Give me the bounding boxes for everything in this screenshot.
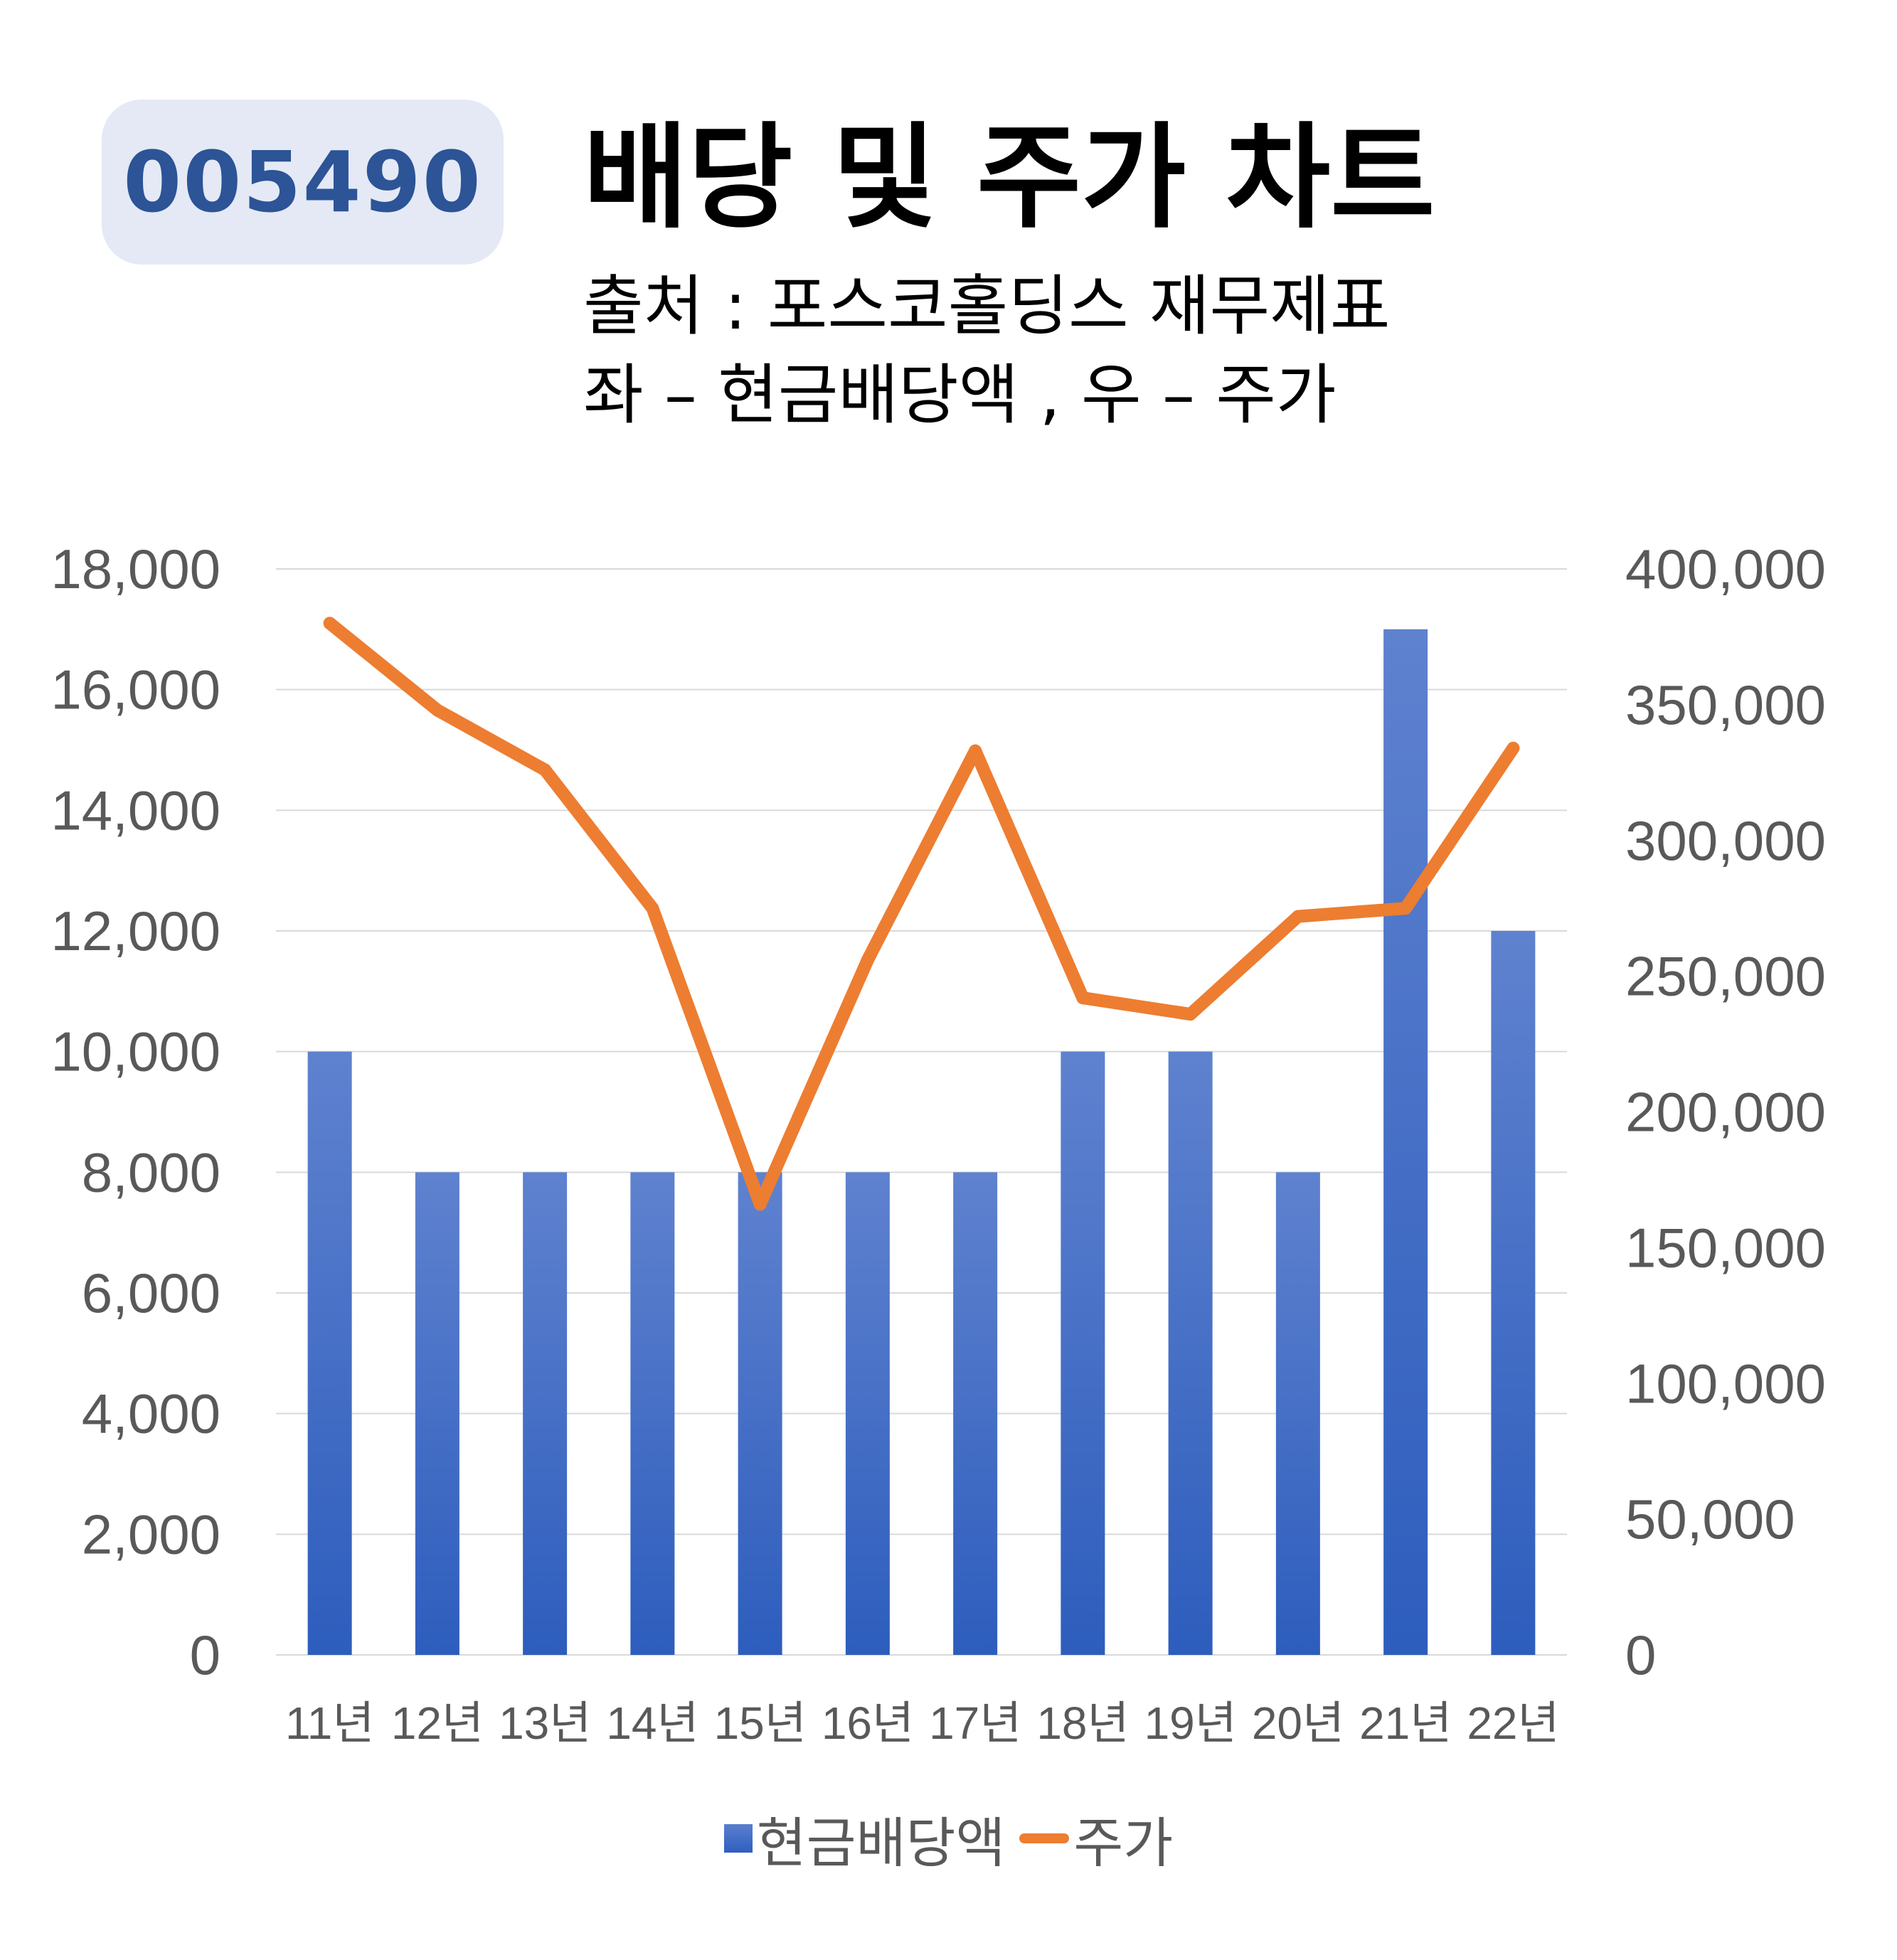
price-point-22년 (1507, 741, 1520, 755)
price-point-12년 (430, 703, 444, 717)
y-left-tick-label: 4,000 (82, 1383, 220, 1445)
price-point-17년 (969, 744, 982, 757)
grid-lines (276, 568, 1567, 1656)
legend-bar-swatch (723, 1824, 753, 1853)
y-right-tick-label: 400,000 (1625, 538, 1826, 600)
y-right-tick-label: 50,000 (1625, 1488, 1795, 1550)
price-point-18년 (1076, 991, 1090, 1005)
legend-label-dividend: 현금배당액 (756, 1811, 1006, 1875)
price-point-15년 (753, 1198, 767, 1211)
legend: 현금배당액 주가 (0, 1799, 1897, 1878)
x-tick-label: 21년 (1359, 1698, 1452, 1749)
y-left-tick-label: 8,000 (82, 1141, 220, 1203)
bar-17년 (953, 1172, 998, 1655)
price-point-11년 (323, 617, 336, 630)
x-tick-label: 14년 (606, 1698, 698, 1749)
y-left-tick-label: 0 (190, 1624, 220, 1686)
price-point-13년 (538, 763, 552, 777)
bar-series (307, 629, 1536, 1656)
bar-22년 (1491, 931, 1536, 1655)
legend-item-dividend: 현금배당액 (723, 1799, 1006, 1878)
y-left-tick-label: 12,000 (51, 900, 220, 962)
legend-item-price: 주가 (1019, 1799, 1173, 1878)
y-left-tick-label: 6,000 (82, 1262, 220, 1324)
legend-label-price: 주가 (1073, 1811, 1174, 1875)
price-point-19년 (1184, 1008, 1197, 1021)
chart-title: 배당 및 주가 차트 (583, 111, 1435, 244)
price-line (323, 617, 1520, 1211)
x-tick-label: 16년 (822, 1698, 914, 1749)
y-right-tick-label: 300,000 (1625, 809, 1826, 872)
x-tick-label: 18년 (1036, 1698, 1129, 1749)
x-tick-label: 19년 (1144, 1698, 1237, 1749)
line-series (323, 617, 1520, 1211)
y-right-tick-label: 200,000 (1625, 1081, 1826, 1144)
axis-note: 좌 – 현금배당액 , 우 – 주가 (583, 357, 1337, 433)
price-point-16년 (861, 953, 874, 966)
y-right-tick-label: 0 (1625, 1624, 1656, 1686)
y-left-tick-label: 14,000 (51, 779, 220, 841)
x-tick-label: 11년 (285, 1698, 374, 1749)
price-point-21년 (1399, 902, 1413, 915)
bar-19년 (1168, 1051, 1213, 1655)
bar-12년 (415, 1172, 459, 1655)
bar-13년 (523, 1172, 568, 1655)
y-left-tick-label: 2,000 (82, 1503, 220, 1565)
chart-source: 출처 : 포스코홀딩스 재무제표 (583, 268, 1391, 344)
x-tick-label: 22년 (1467, 1698, 1559, 1749)
price-point-14년 (646, 902, 659, 915)
x-tick-label: 15년 (714, 1698, 807, 1749)
bar-15년 (738, 1172, 782, 1655)
y-right-tick-label: 350,000 (1625, 673, 1826, 736)
stock-code: 005490 (123, 133, 482, 231)
y-right-tick-label: 100,000 (1625, 1352, 1826, 1415)
bar-16년 (845, 1172, 890, 1655)
axis-ticks: 0 2,000 4,000 6,000 8,000 10,000 12,000 14,000 1… (51, 538, 1826, 1749)
y-right-tick-label: 150,000 (1625, 1216, 1826, 1279)
bar-11년 (307, 1051, 352, 1655)
bar-21년 (1383, 629, 1428, 1656)
bar-18년 (1061, 1051, 1105, 1655)
x-tick-label: 12년 (391, 1698, 484, 1749)
stock-code-badge: 005490 (102, 100, 504, 265)
y-left-tick-label: 16,000 (51, 659, 220, 721)
y-right-tick-label: 250,000 (1625, 945, 1826, 1008)
y-left-tick-label: 10,000 (51, 1021, 220, 1083)
bar-20년 (1275, 1172, 1320, 1655)
bar-14년 (630, 1172, 675, 1655)
x-tick-label: 13년 (499, 1698, 591, 1749)
y-left-tick-label: 18,000 (51, 538, 220, 600)
x-tick-label: 17년 (929, 1698, 1021, 1749)
price-point-20년 (1291, 910, 1304, 923)
x-tick-label: 20년 (1252, 1698, 1344, 1749)
legend-line-swatch (1019, 1833, 1070, 1843)
